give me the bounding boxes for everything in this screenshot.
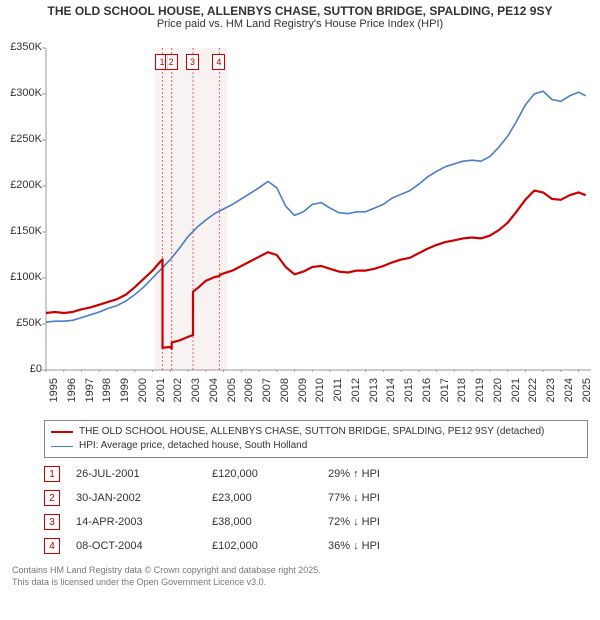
x-tick-label: 2010 bbox=[314, 378, 326, 408]
x-tick-label: 2018 bbox=[456, 378, 468, 408]
x-tick-label: 2009 bbox=[297, 378, 309, 408]
x-tick-label: 2011 bbox=[332, 378, 344, 408]
y-tick-label: £300K bbox=[0, 87, 42, 99]
legend-label: THE OLD SCHOOL HOUSE, ALLENBYS CHASE, SU… bbox=[79, 425, 544, 439]
x-tick-label: 2020 bbox=[492, 378, 504, 408]
chart: £0 £50K £100K £150K £200K £250K £300K £350K 1995… bbox=[0, 34, 600, 414]
sale-marker: 2 bbox=[165, 54, 178, 70]
x-tick-label: 1996 bbox=[66, 378, 78, 408]
sale-date: 14-APR-2003 bbox=[76, 516, 196, 528]
sale-date: 26-JUL-2001 bbox=[76, 468, 196, 480]
sale-diff: 77% ↓ HPI bbox=[328, 492, 448, 504]
sale-row: 1 26-JUL-2001 £120,000 29% ↑ HPI bbox=[44, 462, 588, 486]
x-tick-label: 2007 bbox=[261, 378, 273, 408]
x-tick-label: 2012 bbox=[350, 378, 362, 408]
series-hpi bbox=[46, 91, 586, 322]
x-tick-label: 2006 bbox=[243, 378, 255, 408]
y-tick-label: £200K bbox=[0, 179, 42, 191]
sale-price: £102,000 bbox=[212, 540, 312, 552]
chart-title-line2: Price paid vs. HM Land Registry's House … bbox=[0, 18, 600, 34]
x-tick-label: 2004 bbox=[208, 378, 220, 408]
chart-title-line1: THE OLD SCHOOL HOUSE, ALLENBYS CHASE, SU… bbox=[0, 0, 600, 18]
license-line2: This data is licensed under the Open Gov… bbox=[12, 576, 588, 588]
x-tick-label: 2017 bbox=[439, 378, 451, 408]
legend-label: HPI: Average price, detached house, Sout… bbox=[79, 439, 307, 453]
sale-index-box: 1 bbox=[44, 466, 60, 482]
x-tick-label: 2003 bbox=[190, 378, 202, 408]
x-tick-label: 2008 bbox=[279, 378, 291, 408]
sale-date: 30-JAN-2002 bbox=[76, 492, 196, 504]
sale-price: £120,000 bbox=[212, 468, 312, 480]
sale-diff: 72% ↓ HPI bbox=[328, 516, 448, 528]
x-tick-label: 1999 bbox=[119, 378, 131, 408]
y-tick-label: £100K bbox=[0, 271, 42, 283]
y-tick-label: £0 bbox=[0, 363, 42, 375]
x-tick-label: 1997 bbox=[84, 378, 96, 408]
sale-row: 4 08-OCT-2004 £102,000 36% ↓ HPI bbox=[44, 534, 588, 558]
sales-table: 1 26-JUL-2001 £120,000 29% ↑ HPI 2 30-JAN-200… bbox=[44, 462, 588, 558]
x-tick-label: 2005 bbox=[226, 378, 238, 408]
x-tick-label: 1995 bbox=[48, 378, 60, 408]
sale-diff: 29% ↑ HPI bbox=[328, 468, 448, 480]
sale-row: 2 30-JAN-2002 £23,000 77% ↓ HPI bbox=[44, 486, 588, 510]
legend-row: THE OLD SCHOOL HOUSE, ALLENBYS CHASE, SU… bbox=[51, 425, 581, 439]
y-tick-label: £50K bbox=[0, 317, 42, 329]
y-tick-label: £350K bbox=[0, 41, 42, 53]
x-tick-label: 2019 bbox=[474, 378, 486, 408]
legend-swatch bbox=[51, 446, 73, 447]
x-tick-label: 2014 bbox=[385, 378, 397, 408]
license-text: Contains HM Land Registry data © Crown c… bbox=[12, 564, 588, 588]
sale-index-box: 4 bbox=[44, 538, 60, 554]
x-tick-label: 2015 bbox=[403, 378, 415, 408]
sale-index-box: 2 bbox=[44, 490, 60, 506]
sale-diff: 36% ↓ HPI bbox=[328, 540, 448, 552]
sale-price: £38,000 bbox=[212, 516, 312, 528]
x-tick-label: 2024 bbox=[563, 378, 575, 408]
y-tick-label: £150K bbox=[0, 225, 42, 237]
legend: THE OLD SCHOOL HOUSE, ALLENBYS CHASE, SU… bbox=[44, 420, 588, 458]
x-tick-label: 2001 bbox=[155, 378, 167, 408]
sale-marker: 3 bbox=[186, 54, 199, 70]
series-price_paid bbox=[46, 191, 586, 349]
x-tick-label: 1998 bbox=[101, 378, 113, 408]
x-tick-label: 2021 bbox=[510, 378, 522, 408]
x-tick-label: 2002 bbox=[172, 378, 184, 408]
x-tick-label: 2023 bbox=[545, 378, 557, 408]
sale-marker: 4 bbox=[212, 54, 225, 70]
x-tick-label: 2013 bbox=[368, 378, 380, 408]
x-tick-label: 2016 bbox=[421, 378, 433, 408]
x-tick-label: 2025 bbox=[581, 378, 593, 408]
x-tick-label: 2022 bbox=[527, 378, 539, 408]
sale-date: 08-OCT-2004 bbox=[76, 540, 196, 552]
license-line1: Contains HM Land Registry data © Crown c… bbox=[12, 564, 588, 576]
chart-svg bbox=[0, 34, 593, 372]
x-tick-label: 2000 bbox=[137, 378, 149, 408]
legend-row: HPI: Average price, detached house, Sout… bbox=[51, 439, 581, 453]
sale-price: £23,000 bbox=[212, 492, 312, 504]
sale-index-box: 3 bbox=[44, 514, 60, 530]
sale-row: 3 14-APR-2003 £38,000 72% ↓ HPI bbox=[44, 510, 588, 534]
legend-swatch bbox=[51, 431, 73, 433]
y-tick-label: £250K bbox=[0, 133, 42, 145]
page: THE OLD SCHOOL HOUSE, ALLENBYS CHASE, SU… bbox=[0, 0, 600, 620]
